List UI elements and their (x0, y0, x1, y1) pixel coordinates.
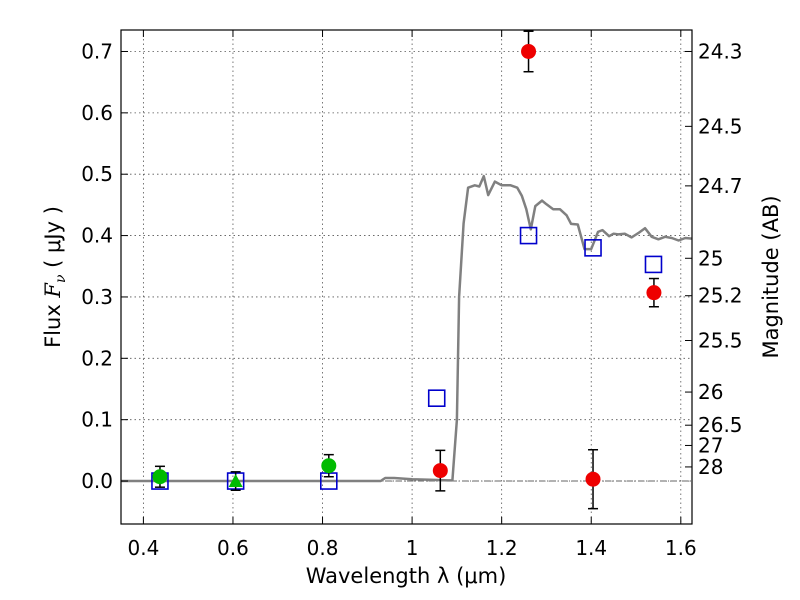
x-tick-label: 0.8 (307, 536, 339, 560)
y-tick-label: 0.3 (81, 285, 113, 309)
x-axis-label: Wavelength λ (μm) (306, 564, 507, 588)
model-photometry-square (584, 239, 602, 257)
model-photometry-square (427, 389, 446, 407)
plot-area (121, 30, 692, 510)
x-tick-label: 0.4 (127, 536, 159, 560)
observed-flux-triangle (228, 474, 243, 488)
right-tick-label: 24.7 (698, 174, 743, 198)
observed-flux-point (152, 469, 168, 485)
observed-flux-point (521, 43, 537, 59)
y-tick-label: 0.2 (81, 346, 113, 370)
x-tick-label: 1 (406, 536, 419, 560)
y-tick-label: 0.5 (81, 162, 113, 186)
y-tick-label: 0.1 (81, 408, 113, 432)
right-tick-label: 27 (698, 433, 723, 457)
model-sed-line (121, 174, 692, 483)
y-axis-label: Flux Fν ( μJy ) (41, 206, 69, 348)
y-axis-label-prefix: Flux (41, 298, 65, 348)
plot-frame (120, 29, 693, 525)
y-tick-label: 0.0 (81, 469, 113, 493)
x-tick-label: 1.4 (575, 536, 607, 560)
x-tick-label: 1.6 (665, 536, 697, 560)
y-axis-label-subscript: ν (53, 274, 69, 283)
observed-flux-point (432, 463, 448, 479)
grid-lines (121, 30, 692, 524)
x-tick-label: 1.2 (486, 536, 518, 560)
observed-flux-point (646, 285, 662, 301)
y-axis-label-symbol: F (41, 282, 65, 299)
right-tick-label: 25.2 (698, 284, 743, 308)
right-tick-label: 28 (698, 455, 723, 479)
axis-ticks: 0.4 0.6 0.8 1 1.2 1.4 1.6 0.0 0.1 0.2 0.3 0.4 0.5 0.6… (81, 30, 743, 560)
right-tick-label: 24.5 (698, 114, 743, 138)
observed-flux-point (321, 458, 337, 474)
y-tick-label: 0.7 (81, 39, 113, 63)
y-axis-label-unit: ( μJy ) (41, 206, 65, 274)
right-tick-label: 26.5 (698, 413, 743, 437)
model-photometry-square (644, 255, 663, 274)
y-tick-label: 0.6 (81, 101, 113, 125)
right-axis-label: Magnitude (AB) (759, 195, 783, 358)
observed-flux-point (585, 471, 601, 487)
y-tick-label: 0.4 (81, 224, 113, 248)
right-tick-label: 25 (698, 246, 723, 270)
right-tick-label: 25.5 (698, 329, 743, 353)
model-photometry-square (519, 226, 538, 245)
right-tick-label: 26 (698, 380, 723, 404)
right-tick-label: 24.3 (698, 39, 743, 63)
x-tick-label: 0.6 (217, 536, 249, 560)
